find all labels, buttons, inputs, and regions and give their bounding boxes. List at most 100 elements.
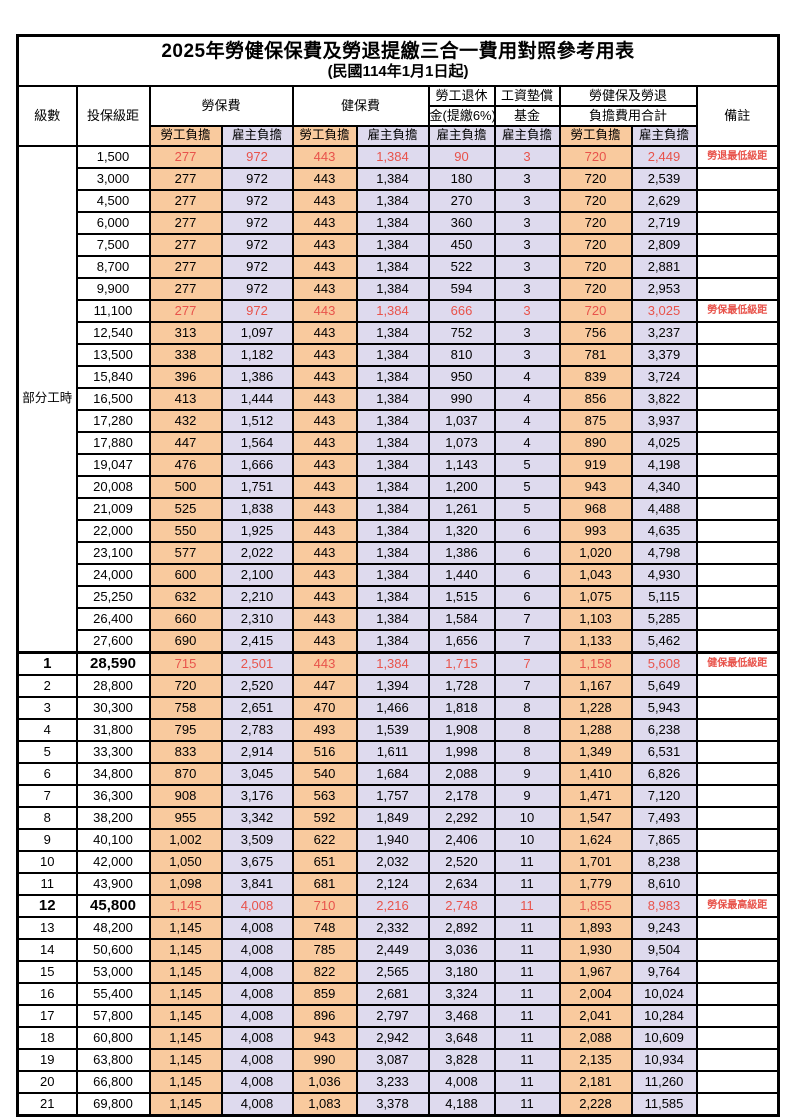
fee-cell-labor_employer: 3,342 (220, 806, 294, 830)
fee-cell-health_employer: 2,032 (355, 850, 430, 874)
fee-cell-health_employer: 1,384 (355, 365, 430, 389)
fee-cell-labor_employee: 1,145 (148, 982, 223, 1006)
table-row: 10 42,000 1,050 3,675 651 2,032 2,520 11 1,701 8,… (16, 850, 780, 874)
table-row: 17,280 432 1,512 443 1,384 1,037 4 875 3,937 (18, 409, 780, 433)
fee-cell-pension_employer: 1,320 (427, 519, 496, 543)
table-row: 17 57,800 1,145 4,008 896 2,797 3,468 11 2,041 10… (16, 1004, 780, 1028)
fee-cell-total_employee: 968 (558, 497, 633, 521)
fee-cell-health_employee: 563 (291, 784, 358, 808)
fee-cell-total_employer: 4,340 (630, 475, 698, 499)
fee-cell-total_employee: 720 (558, 145, 633, 169)
fee-cell-health_employer: 2,681 (355, 982, 430, 1006)
fee-cell-wagefund_employer: 6 (493, 563, 561, 587)
level-cell: 8 (16, 806, 78, 830)
fee-cell-pension_employer: 752 (427, 321, 496, 345)
fee-cell-labor_employee: 632 (148, 585, 223, 609)
fee-cell-pension_employer: 1,908 (427, 718, 496, 742)
fee-cell-labor_employer: 972 (220, 233, 294, 257)
salary-cell: 36,300 (75, 784, 151, 808)
fee-cell-total_employer: 2,881 (630, 255, 698, 279)
fee-cell-health_employee: 443 (291, 475, 358, 499)
fee-cell-total_employee: 720 (558, 299, 633, 323)
fee-cell-total_employee: 856 (558, 387, 633, 411)
fee-cell-total_employee: 1,893 (558, 916, 633, 940)
fee-cell-pension_employer: 1,998 (427, 740, 496, 764)
fee-cell-health_employee: 443 (291, 585, 358, 609)
fee-cell-wagefund_employer: 11 (493, 894, 561, 918)
level-cell: 1 (16, 651, 78, 676)
fee-cell-labor_employee: 1,002 (148, 828, 223, 852)
fee-cell-wagefund_employer: 4 (493, 431, 561, 455)
fee-cell-wagefund_employer: 3 (493, 145, 561, 169)
remark-cell (695, 674, 780, 698)
remark-cell (695, 211, 780, 235)
table-row: 16,500 413 1,444 443 1,384 990 4 856 3,822 (18, 387, 780, 411)
salary-cell: 9,900 (75, 277, 151, 301)
fee-cell-total_employee: 875 (558, 409, 633, 433)
fee-cell-labor_employer: 2,501 (220, 651, 294, 676)
table-row: 19,047 476 1,666 443 1,384 1,143 5 919 4,198 (18, 453, 780, 477)
fee-cell-health_employee: 443 (291, 299, 358, 323)
fee-cell-total_employee: 781 (558, 343, 633, 367)
fee-cell-pension_employer: 2,406 (427, 828, 496, 852)
fee-cell-health_employee: 592 (291, 806, 358, 830)
fee-cell-health_employee: 447 (291, 674, 358, 698)
fee-cell-labor_employee: 432 (148, 409, 223, 433)
remark-cell (695, 255, 780, 279)
fee-cell-labor_employee: 277 (148, 233, 223, 257)
fee-cell-total_employee: 1,930 (558, 938, 633, 962)
table-row: 11,100 277 972 443 1,384 666 3 720 3,025 勞保最低級距 (18, 299, 780, 323)
fee-cell-health_employee: 443 (291, 563, 358, 587)
fee-cell-labor_employee: 758 (148, 696, 223, 720)
fee-cell-labor_employee: 955 (148, 806, 223, 830)
fee-cell-pension_employer: 2,748 (427, 894, 496, 918)
salary-cell: 21,009 (75, 497, 151, 521)
fee-cell-wagefund_employer: 3 (493, 299, 561, 323)
header-total-employer-burden: 雇主負擔 (630, 125, 698, 147)
fee-cell-wagefund_employer: 8 (493, 696, 561, 720)
salary-cell: 31,800 (75, 718, 151, 742)
fee-cell-total_employee: 1,624 (558, 828, 633, 852)
fee-cell-wagefund_employer: 11 (493, 1026, 561, 1050)
fee-cell-wagefund_employer: 8 (493, 718, 561, 742)
fee-cell-pension_employer: 666 (427, 299, 496, 323)
fee-cell-pension_employer: 3,180 (427, 960, 496, 984)
page-title: 2025年勞健保保費及勞退提繳三合一費用對照參考用表 (161, 41, 635, 63)
fee-cell-total_employee: 1,547 (558, 806, 633, 830)
fee-cell-total_employee: 839 (558, 365, 633, 389)
fee-cell-health_employee: 443 (291, 387, 358, 411)
remark-cell (695, 607, 780, 631)
salary-cell: 6,000 (75, 211, 151, 235)
fee-cell-health_employee: 443 (291, 277, 358, 301)
fee-cell-total_employer: 11,260 (630, 1070, 698, 1094)
fee-cell-labor_employer: 972 (220, 277, 294, 301)
fee-cell-wagefund_employer: 6 (493, 519, 561, 543)
fee-cell-pension_employer: 594 (427, 277, 496, 301)
fee-cell-total_employer: 10,609 (630, 1026, 698, 1050)
fee-cell-health_employer: 2,124 (355, 872, 430, 896)
salary-cell: 19,047 (75, 453, 151, 477)
table-row: 7,500 277 972 443 1,384 450 3 720 2,809 (18, 233, 780, 257)
salary-cell: 63,800 (75, 1048, 151, 1072)
level-cell: 13 (16, 916, 78, 940)
fee-cell-labor_employee: 277 (148, 211, 223, 235)
salary-cell: 40,100 (75, 828, 151, 852)
fee-cell-total_employer: 8,983 (630, 894, 698, 918)
fee-cell-total_employee: 1,288 (558, 718, 633, 742)
fee-cell-pension_employer: 1,073 (427, 431, 496, 455)
remark-cell (695, 497, 780, 521)
table-row: 6 34,800 870 3,045 540 1,684 2,088 9 1,410 6,826 (16, 762, 780, 786)
fee-cell-total_employee: 1,103 (558, 607, 633, 631)
header-health-insurance: 健保費 (291, 85, 430, 127)
fee-cell-health_employee: 443 (291, 409, 358, 433)
fee-cell-labor_employer: 2,310 (220, 607, 294, 631)
fee-cell-wagefund_employer: 7 (493, 607, 561, 631)
level-cell: 7 (16, 784, 78, 808)
fee-cell-health_employee: 443 (291, 453, 358, 477)
remark-cell (695, 387, 780, 411)
fee-cell-total_employer: 6,531 (630, 740, 698, 764)
remark-cell (695, 365, 780, 389)
fee-cell-total_employer: 5,285 (630, 607, 698, 631)
fee-cell-total_employer: 4,930 (630, 563, 698, 587)
fee-cell-labor_employee: 1,145 (148, 1026, 223, 1050)
